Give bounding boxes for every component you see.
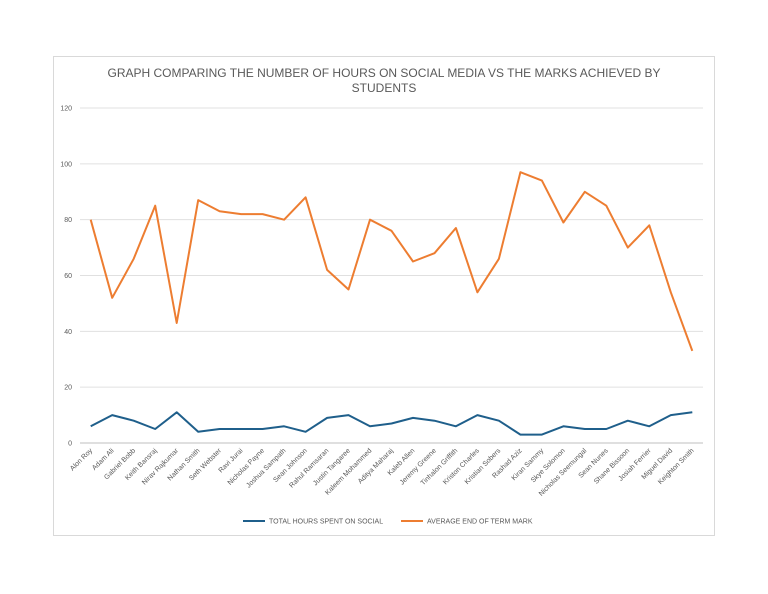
x-tick-label: Justin Tangaree	[312, 447, 352, 487]
series-line	[89, 171, 694, 352]
y-tick-label: 120	[60, 106, 72, 113]
legend-label: AVERAGE END OF TERM MARK	[427, 519, 533, 526]
y-tick-label: 100	[60, 161, 72, 168]
chart-title: GRAPH COMPARING THE NUMBER OF HOURS ON S…	[107, 66, 661, 95]
x-tick-label: Rahul Ramsaran	[288, 447, 330, 489]
y-tick-label: 40	[64, 329, 72, 336]
series-line	[90, 411, 693, 436]
legend-label: TOTAL HOURS SPENT ON SOCIAL	[269, 519, 383, 526]
y-tick-label: 20	[64, 385, 72, 392]
chart-frame	[53, 56, 715, 536]
y-tick-label: 80	[64, 217, 72, 224]
x-tick-label: Alon Roy	[69, 447, 94, 472]
y-tick-label: 0	[68, 441, 72, 448]
x-tick-label: Joshua Sampath	[245, 447, 287, 489]
y-tick-label: 60	[64, 273, 72, 280]
